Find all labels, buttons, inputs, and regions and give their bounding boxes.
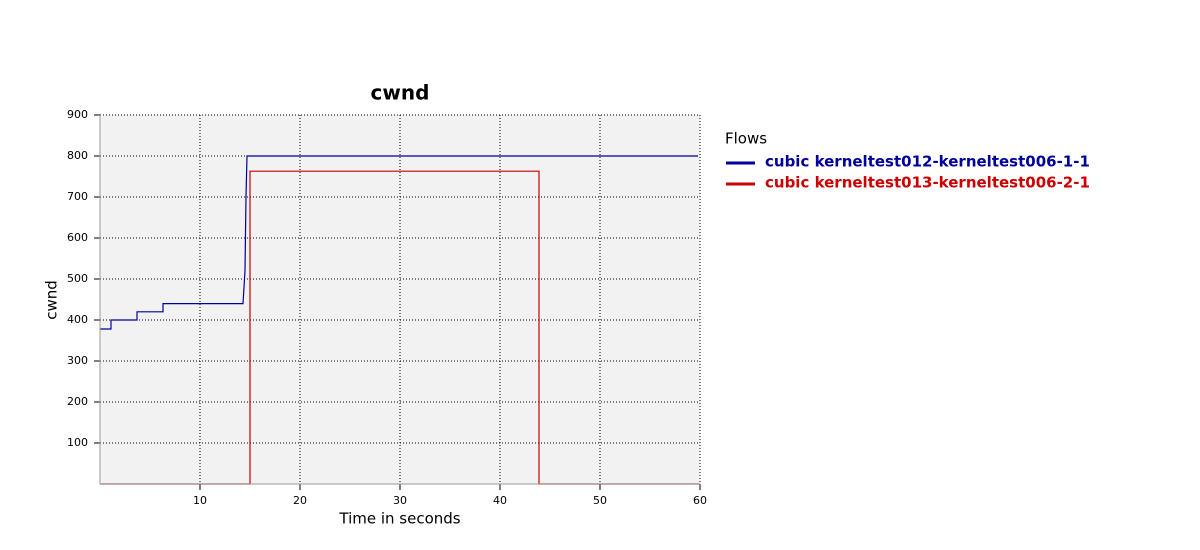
y-tick-label: 800 [67,149,88,162]
x-tick-label: 60 [693,494,707,507]
legend-title: Flows [725,130,767,148]
x-tick-label: 50 [593,494,607,507]
x-tick-label: 20 [293,494,307,507]
y-tick-label: 300 [67,354,88,367]
y-tick-label: 100 [67,436,88,449]
y-tick-label: 400 [67,313,88,326]
plot-area [100,115,700,484]
legend-label: cubic kerneltest012-kerneltest006-1-1 [765,153,1090,171]
x-tick-label: 10 [193,494,207,507]
y-tick-label: 900 [67,108,88,121]
y-tick-label: 500 [67,272,88,285]
chart-title: cwnd [371,81,430,105]
series-line [100,155,698,330]
y-tick-label: 600 [67,231,88,244]
y-tick-label: 700 [67,190,88,203]
y-axis-label: cwnd [43,280,61,320]
x-axis-label: Time in seconds [338,510,460,528]
x-tick-label: 30 [393,494,407,507]
legend-label: cubic kerneltest013-kerneltest006-2-1 [765,174,1090,192]
x-tick-label: 40 [493,494,507,507]
y-tick-label: 200 [67,395,88,408]
